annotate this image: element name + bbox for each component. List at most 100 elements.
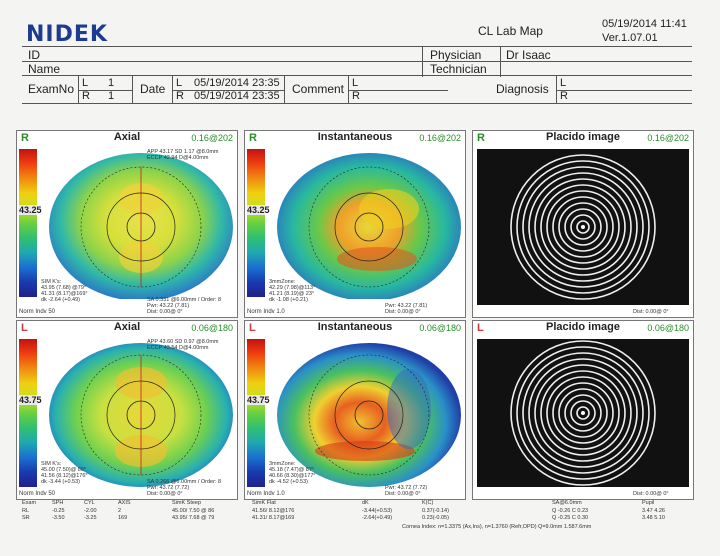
- table-header: SimK Flat: [252, 500, 276, 506]
- eye-label: L: [477, 322, 484, 334]
- id-label: ID: [28, 48, 40, 62]
- divider: [500, 47, 501, 77]
- table-cell: -3.44(+0.53): [362, 508, 393, 514]
- name-label: Name: [28, 62, 61, 76]
- comment-label: Comment: [292, 82, 345, 96]
- date-l-value: 05/19/2014 23:35: [194, 77, 280, 89]
- diagnosis-l-label: L: [560, 77, 567, 89]
- divider: [422, 47, 423, 77]
- scale-value: 43.25: [19, 205, 42, 215]
- dist-readout: Dist: 0.00@ 0°: [633, 491, 669, 497]
- table-cell: 41.56/ 8.12@176: [252, 508, 295, 514]
- table-cell: RL: [22, 508, 30, 514]
- color-scale: [19, 339, 37, 487]
- dist-readout: Dist: 0.00@ 0°: [633, 309, 669, 315]
- examno-label: ExamNo: [28, 82, 75, 96]
- color-scale: [19, 149, 37, 297]
- panel-title: Placido image: [546, 321, 620, 333]
- eye-label: L: [21, 322, 28, 334]
- axial-map[interactable]: [41, 149, 235, 299]
- refraction-table: Exam SPH CYL AXIS SimK Steep SimK Flat dK K(C) S…: [22, 500, 692, 546]
- divider: [284, 76, 285, 104]
- eye-label: R: [21, 132, 29, 144]
- diagnosis-label: Diagnosis: [496, 82, 549, 96]
- map-info: APP 43.17 SD 1.17 @8.0mm ECCP 42.94 D@4.0…: [147, 149, 219, 161]
- technician-label: Technician: [430, 62, 487, 76]
- r-placido-panel[interactable]: R Placido image 0.16@202 Dist: 0.00@ 0°: [472, 130, 694, 318]
- panel-title: Instantaneous: [317, 131, 393, 143]
- exam-info: ExamNo L R 1 1 Date L R 05/19/2014 23:35…: [22, 76, 692, 104]
- sim-k-readout: SIM K's: 45.00 (7.50)@ 86° 41.56 (8.12)@17…: [41, 461, 88, 485]
- color-scale: [247, 339, 265, 487]
- table-cell: -3.25: [84, 515, 97, 521]
- r-instantaneous-panel[interactable]: R Instantaneous 0.16@202 43.25 3mmZone: 4…: [244, 130, 466, 318]
- table-cell: 43.95/ 7.68 @ 79: [172, 515, 215, 521]
- table-cell: Q -0.26 C 0.23: [552, 508, 589, 514]
- table-header: Exam: [22, 500, 37, 506]
- instantaneous-map[interactable]: [269, 339, 463, 489]
- table-cell: 2: [118, 508, 122, 514]
- comment-l-label: L: [352, 77, 359, 89]
- diagnosis-r-label: R: [560, 90, 568, 102]
- l-axial-panel[interactable]: L Axial 0.06@180 43.75 APP 43.60 SD 0.97…: [16, 320, 238, 500]
- table-cell: 45.00/ 7.50 @ 86: [172, 508, 215, 514]
- placido-image[interactable]: [477, 339, 689, 487]
- table-cell: -0.25: [52, 508, 65, 514]
- scale-tag: 0.16@202: [647, 133, 689, 143]
- table-cell: 3.47 4.26: [642, 508, 665, 514]
- sim-k-readout: SIM K's: 43.95 (7.68) @79° 41.31 (8.17)@16…: [41, 279, 88, 303]
- axial-map[interactable]: [41, 339, 235, 489]
- eye-label: R: [249, 132, 257, 144]
- norm-label: Norm Indv 1.0: [247, 491, 285, 497]
- scale-tag: 0.16@202: [191, 133, 233, 143]
- zone-readout: 3mmZone: 45.18 (7.47)@ 87° 40.66 (8.30)@17…: [269, 461, 316, 485]
- table-cell: Q -0.25 C 0.30: [552, 515, 589, 521]
- panel-title: Placido image: [546, 131, 620, 143]
- l-placido-panel[interactable]: L Placido image 0.06@180 Dist: 0.00@ 0°: [472, 320, 694, 500]
- placido-image[interactable]: [477, 149, 689, 305]
- scale-value: 43.75: [247, 395, 270, 405]
- comment-r-label: R: [352, 90, 360, 102]
- date-r-label: R: [176, 90, 184, 102]
- table-header: CYL: [84, 500, 95, 506]
- norm-label: Norm Indv 50: [19, 491, 56, 497]
- scale-value: 43.75: [19, 395, 42, 405]
- table-cell: 0.23(-0.05): [422, 515, 449, 521]
- table-cell: -2.64(+0.49): [362, 515, 393, 521]
- l-instantaneous-panel[interactable]: L Instantaneous 0.06@180 43.75 3mmZone: 4…: [244, 320, 466, 500]
- r-axial-panel[interactable]: R Axial 0.16@202 43.25 APP 43.17 SD 1.17…: [16, 130, 238, 318]
- date-r-value: 05/19/2014 23:35: [194, 90, 280, 102]
- table-cell: -3.50: [52, 515, 65, 521]
- table-cell: 41.31/ 8.17@169: [252, 515, 295, 521]
- color-scale: [247, 149, 265, 297]
- scale-tag: 0.16@202: [419, 133, 461, 143]
- exam-l-label: L: [82, 77, 89, 89]
- table-header: Pupil: [642, 500, 655, 506]
- exam-r-number: 1: [108, 90, 115, 102]
- power-readout: SA 0.266 @6.00mm / Order: 8 Pwr: 43.72 (7…: [147, 479, 222, 497]
- table-cell: 169: [118, 515, 128, 521]
- map-info: APP 43.60 SD 0.97 @8.0mm ECCP 43.54 D@4.0…: [147, 339, 219, 351]
- instantaneous-map[interactable]: [269, 149, 463, 299]
- table-footnote: Cornea Index: n=1.3375 (Ax,Ins), n=1.376…: [402, 524, 592, 530]
- table-header: SA@6.0mm: [552, 500, 582, 506]
- divider: [132, 76, 133, 104]
- divider: [78, 90, 132, 91]
- eye-label: L: [249, 322, 256, 334]
- patient-info: ID Name Physician Dr Isaac Technician: [22, 46, 692, 77]
- table-cell: SR: [22, 515, 30, 521]
- eye-label: R: [477, 132, 485, 144]
- power-readout: Pwr: 43.72 (7.72) Dist: 0.00@ 0°: [385, 485, 428, 497]
- table-cell: 3.48 5.10: [642, 515, 665, 521]
- divider: [22, 61, 692, 62]
- physician-value: Dr Isaac: [506, 48, 551, 62]
- zone-readout: 3mmZone: 42.29 (7.98)@113° 41.21 (8.19)@ 2…: [269, 279, 316, 303]
- scale-value: 43.25: [247, 205, 270, 215]
- norm-label: Norm Indv 50: [19, 309, 56, 315]
- exam-l-number: 1: [108, 77, 115, 89]
- power-readout: SA 0.331 @6.00mm / Order: 8 Pwr: 43.22 (7…: [147, 297, 222, 315]
- divider: [556, 90, 692, 91]
- norm-label: Norm Indv 1.0: [247, 309, 285, 315]
- power-readout: Pwr: 43.22 (7.81) Dist: 0.00@ 0°: [385, 303, 428, 315]
- table-header: K(C): [422, 500, 434, 506]
